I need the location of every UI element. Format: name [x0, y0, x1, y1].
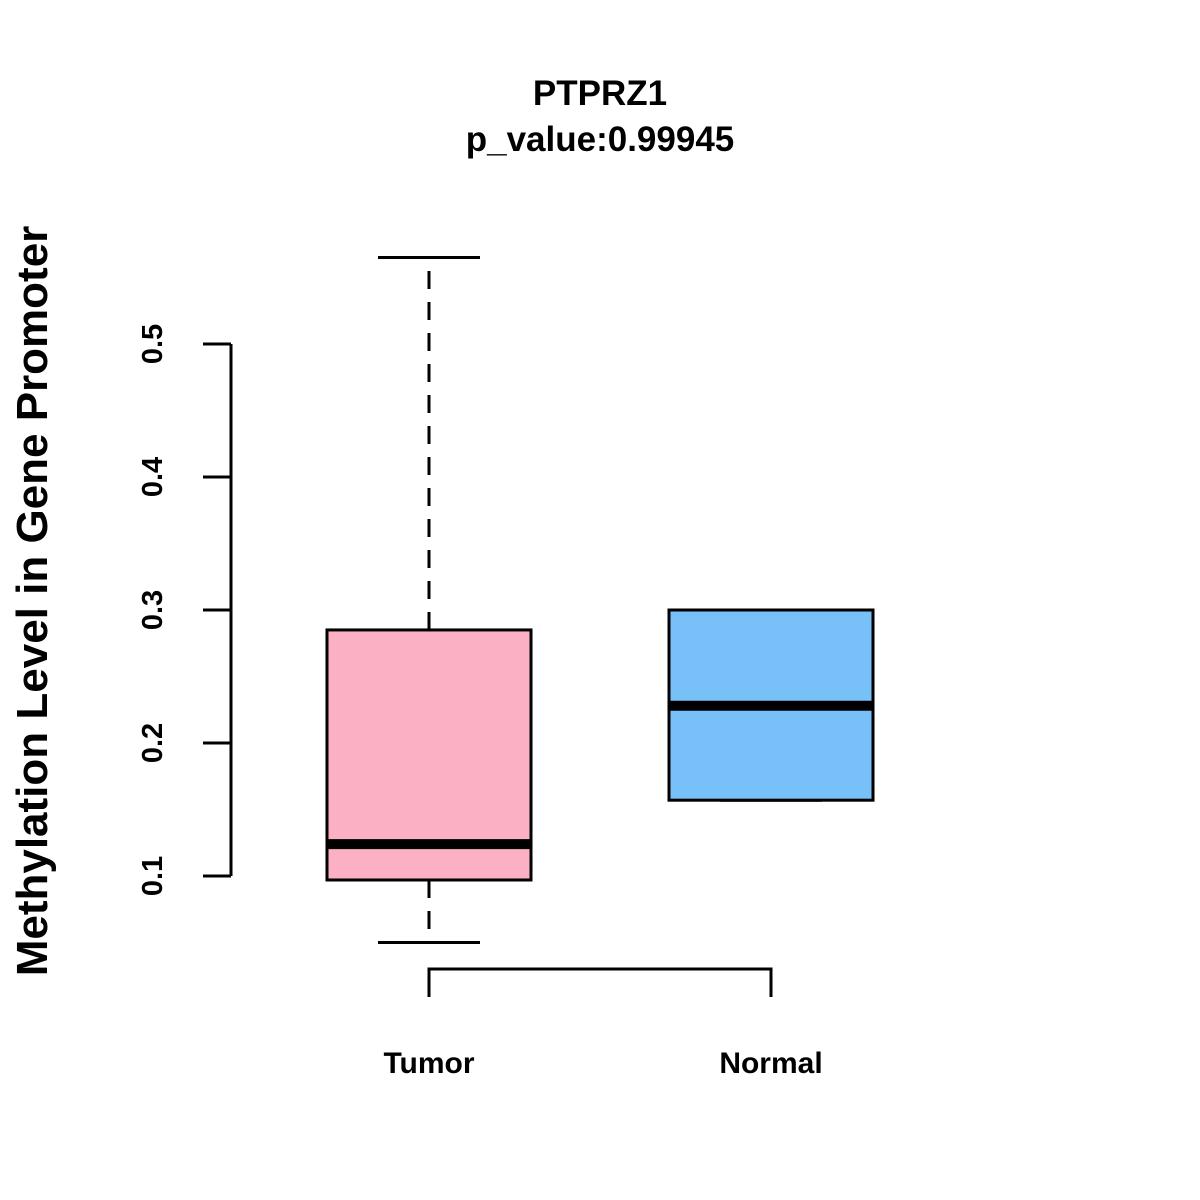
y-ticks: 0.1 0.2 0.3 0.4 0.5	[137, 324, 231, 896]
x-tick-label-tumor: Tumor	[383, 1047, 474, 1080]
x-axis-bracket	[427, 967, 773, 997]
x-labels: Tumor Normal	[383, 1047, 822, 1080]
y-axis-label: Methylation Level in Gene Promoter	[8, 226, 57, 977]
boxes	[325, 256, 875, 944]
box-tumor	[325, 256, 533, 944]
y-tick-label: 0.5	[137, 324, 169, 364]
x-axis	[427, 967, 773, 997]
y-tick-label: 0.1	[137, 856, 169, 896]
y-tick-label: 0.3	[137, 590, 169, 630]
x-tick-label-normal: Normal	[719, 1047, 822, 1080]
chart-subtitle: p_value:0.99945	[466, 120, 735, 159]
box-normal	[667, 608, 875, 802]
box-body	[325, 628, 533, 882]
y-tick-label: 0.2	[137, 723, 169, 763]
y-tick-label: 0.4	[137, 457, 169, 497]
chart-title: PTPRZ1	[533, 74, 667, 113]
